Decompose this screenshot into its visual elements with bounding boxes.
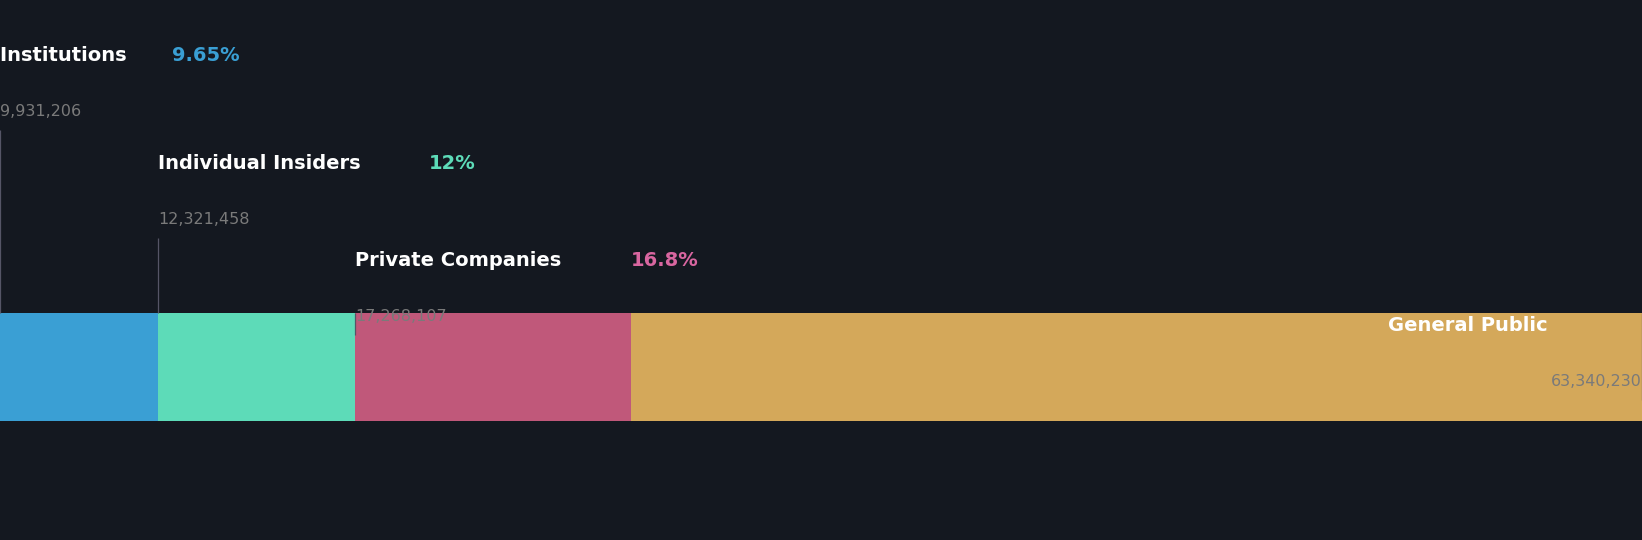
Bar (632, 313, 1642, 421)
Text: Individual Insiders: Individual Insiders (159, 154, 368, 173)
Text: 61.6%: 61.6% (1575, 316, 1642, 335)
Bar (159, 313, 356, 421)
Text: General Public: General Public (1387, 316, 1555, 335)
Text: Institutions: Institutions (0, 46, 133, 65)
Text: 9.65%: 9.65% (172, 46, 240, 65)
Text: 12,321,458: 12,321,458 (159, 212, 250, 227)
Text: 9,931,206: 9,931,206 (0, 104, 80, 119)
Text: Private Companies: Private Companies (355, 251, 568, 270)
Bar (0, 313, 159, 421)
Bar (355, 313, 632, 421)
Text: 16.8%: 16.8% (631, 251, 698, 270)
Text: 17,268,107: 17,268,107 (355, 309, 447, 324)
Text: 63,340,230: 63,340,230 (1552, 374, 1642, 389)
Text: 12%: 12% (429, 154, 476, 173)
